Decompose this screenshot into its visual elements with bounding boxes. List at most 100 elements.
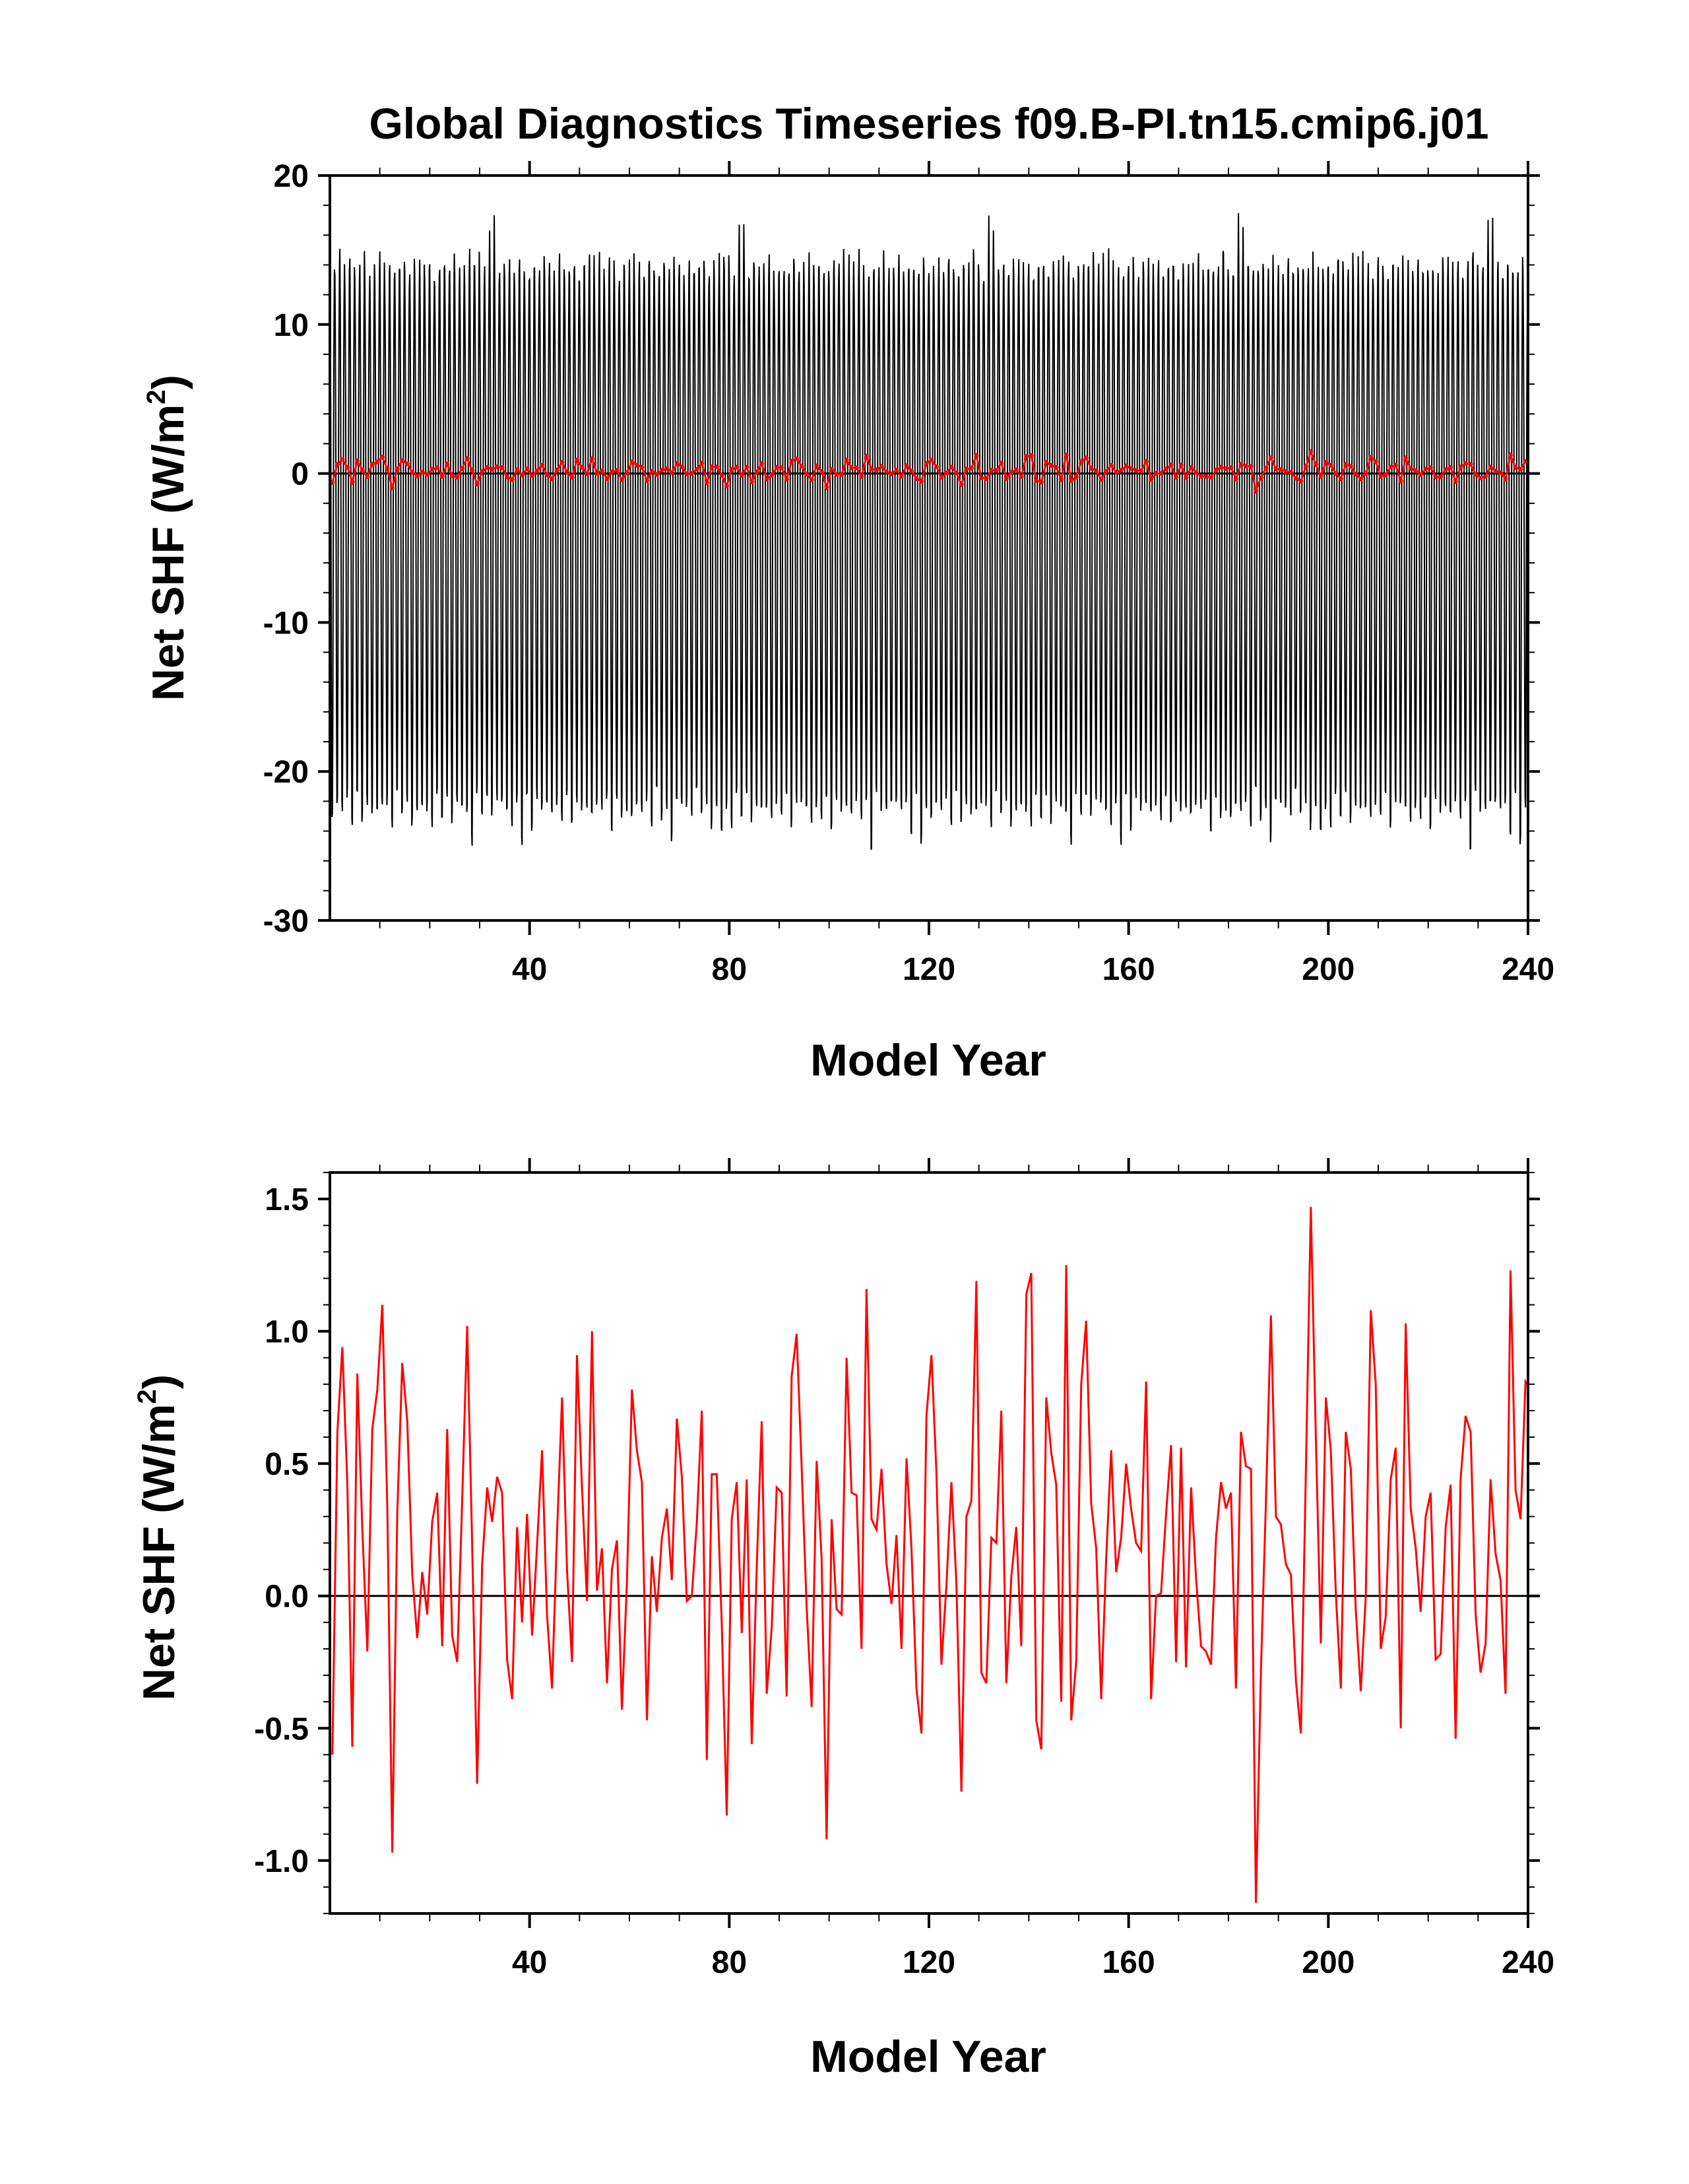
top-annual-point bbox=[1198, 474, 1203, 479]
top-annual-point bbox=[739, 473, 744, 478]
top-annual-point bbox=[350, 480, 355, 484]
top-annual-point bbox=[834, 472, 839, 477]
bottom-y-tick-label: -1.0 bbox=[254, 1844, 309, 1879]
top-annual-point bbox=[969, 466, 974, 470]
top-x-axis-label: Model Year bbox=[810, 1035, 1046, 1085]
top-y-tick-label: -30 bbox=[263, 904, 309, 939]
top-annual-point bbox=[445, 461, 450, 466]
top-annual-point bbox=[1254, 488, 1259, 494]
top-annual-point bbox=[1163, 466, 1168, 472]
top-annual-point bbox=[659, 468, 664, 473]
top-annual-point bbox=[335, 462, 340, 467]
top-annual-point bbox=[859, 474, 864, 479]
top-annual-point bbox=[1493, 468, 1498, 474]
top-annual-point bbox=[1233, 476, 1238, 481]
top-annual-point bbox=[579, 465, 585, 470]
top-annual-point bbox=[1079, 459, 1084, 464]
top-annual-point bbox=[460, 466, 464, 470]
top-annual-point bbox=[1104, 468, 1109, 474]
top-annual-point bbox=[874, 467, 879, 472]
top-annual-point bbox=[629, 459, 635, 465]
top-annual-point bbox=[764, 476, 769, 482]
top-annual-point bbox=[1363, 471, 1368, 476]
top-annual-point bbox=[1213, 468, 1219, 473]
top-annual-point bbox=[909, 468, 914, 473]
top-annual-point bbox=[385, 466, 390, 471]
top-annual-point bbox=[1263, 466, 1269, 470]
top-annual-point bbox=[439, 474, 445, 479]
top-annual-point bbox=[1009, 470, 1014, 475]
top-y-tick-label: 20 bbox=[274, 159, 309, 194]
top-annual-point bbox=[1223, 466, 1228, 471]
top-annual-point bbox=[1149, 476, 1154, 482]
top-annual-point bbox=[680, 464, 684, 469]
top-annual-point bbox=[1343, 462, 1349, 467]
top-annual-point bbox=[1124, 463, 1129, 468]
top-annual-point bbox=[749, 479, 754, 484]
top-annual-point bbox=[515, 467, 520, 472]
top-y-tick-label: -20 bbox=[263, 755, 309, 790]
top-annual-point bbox=[1048, 463, 1054, 468]
top-annual-point bbox=[1004, 476, 1009, 481]
top-annual-point bbox=[734, 465, 740, 470]
top-annual-point bbox=[729, 466, 734, 472]
top-annual-point bbox=[1408, 466, 1413, 471]
top-annual-point bbox=[340, 457, 345, 462]
top-annual-point bbox=[1278, 467, 1283, 472]
top-annual-point bbox=[410, 470, 415, 475]
top-annual-point bbox=[1393, 463, 1398, 468]
top-annual-point bbox=[1133, 468, 1139, 473]
top-annual-point bbox=[380, 455, 385, 460]
top-x-tick-label: 200 bbox=[1302, 952, 1354, 987]
top-annual-series-line bbox=[331, 448, 1528, 495]
top-annual-point bbox=[1029, 453, 1034, 458]
top-annual-point bbox=[934, 464, 939, 469]
top-annual-point bbox=[1478, 475, 1483, 480]
top-annual-point bbox=[1458, 465, 1463, 470]
bottom-x-tick-label: 120 bbox=[903, 1945, 955, 1980]
top-annual-point bbox=[879, 464, 884, 469]
top-annual-point bbox=[994, 468, 999, 473]
top-annual-point bbox=[1323, 460, 1329, 465]
top-annual-point bbox=[1289, 470, 1294, 475]
top-x-tick-label: 80 bbox=[712, 952, 747, 987]
bottom-y-tick-label: 0.5 bbox=[265, 1447, 309, 1482]
top-annual-point bbox=[589, 456, 594, 461]
top-annual-point bbox=[1273, 466, 1279, 472]
top-annual-point bbox=[849, 465, 854, 470]
top-annual-point bbox=[1293, 476, 1298, 481]
top-annual-point bbox=[744, 465, 749, 470]
top-annual-point bbox=[400, 458, 405, 463]
top-annual-point bbox=[674, 461, 680, 466]
top-annual-point bbox=[1089, 466, 1094, 471]
top-annual-point bbox=[978, 475, 984, 480]
top-annual-point bbox=[1308, 449, 1314, 454]
top-annual-point bbox=[1024, 454, 1029, 459]
top-annual-point bbox=[1268, 455, 1273, 461]
top-annual-point bbox=[684, 471, 689, 476]
top-annual-point bbox=[1448, 465, 1453, 470]
top-annual-point bbox=[375, 459, 380, 465]
top-annual-point bbox=[1428, 465, 1433, 470]
top-annual-point bbox=[824, 484, 829, 490]
top-annual-point bbox=[904, 463, 909, 468]
top-annual-point bbox=[614, 468, 620, 473]
top-annual-point bbox=[369, 461, 375, 466]
top-annual-point bbox=[899, 474, 904, 479]
top-annual-point bbox=[365, 474, 370, 479]
top-annual-point bbox=[1219, 465, 1224, 470]
top-annual-point bbox=[1508, 453, 1513, 458]
top-annual-point bbox=[784, 476, 789, 482]
top-annual-point bbox=[1423, 466, 1428, 472]
top-y-axis-label: Net SHF (W/m2) bbox=[142, 375, 193, 701]
top-annual-point bbox=[645, 478, 649, 483]
top-annual-point bbox=[1338, 476, 1343, 481]
top-annual-point bbox=[569, 474, 575, 480]
top-annual-point bbox=[480, 469, 485, 474]
top-annual-point bbox=[919, 478, 924, 484]
top-annual-point bbox=[495, 464, 499, 469]
top-annual-point bbox=[1034, 478, 1039, 483]
top-annual-point bbox=[1318, 474, 1323, 479]
top-annual-point bbox=[395, 466, 400, 472]
top-annual-point bbox=[599, 468, 604, 473]
